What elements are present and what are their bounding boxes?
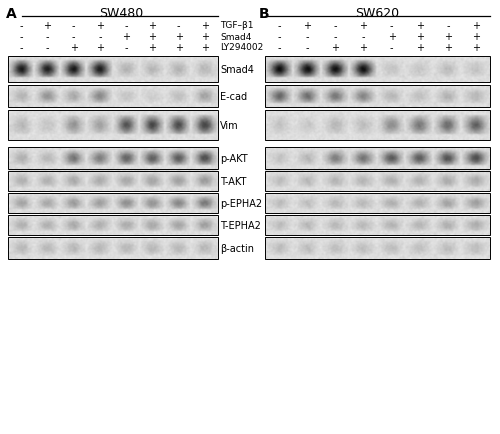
Bar xyxy=(265,171,490,191)
Text: E-cad: E-cad xyxy=(220,92,247,102)
Text: -: - xyxy=(334,21,337,31)
Text: SW620: SW620 xyxy=(356,7,400,20)
Text: p-EPHA2: p-EPHA2 xyxy=(220,198,262,208)
Text: +: + xyxy=(332,43,340,53)
Text: β-actin: β-actin xyxy=(220,243,254,253)
Bar xyxy=(8,86,218,108)
Text: +: + xyxy=(174,32,182,42)
Text: -: - xyxy=(177,21,180,31)
Text: +: + xyxy=(96,21,104,31)
Bar xyxy=(8,216,218,236)
Text: -: - xyxy=(446,21,450,31)
Text: +: + xyxy=(148,32,156,42)
Text: +: + xyxy=(360,21,368,31)
Text: -: - xyxy=(390,21,394,31)
Bar xyxy=(8,171,218,191)
Bar xyxy=(265,194,490,214)
Text: -: - xyxy=(306,32,309,42)
Text: -: - xyxy=(124,43,128,53)
Bar xyxy=(8,194,218,214)
Text: -: - xyxy=(334,32,337,42)
Text: -: - xyxy=(20,32,23,42)
Bar xyxy=(8,111,218,141)
Text: +: + xyxy=(174,43,182,53)
Text: +: + xyxy=(122,32,130,42)
Text: +: + xyxy=(201,21,209,31)
Text: +: + xyxy=(472,43,480,53)
Text: -: - xyxy=(278,43,281,53)
Text: +: + xyxy=(303,21,311,31)
Bar xyxy=(265,237,490,260)
Bar xyxy=(8,237,218,260)
Text: -: - xyxy=(72,21,76,31)
Text: +: + xyxy=(472,32,480,42)
Text: +: + xyxy=(148,43,156,53)
Text: A: A xyxy=(6,7,17,21)
Bar xyxy=(265,148,490,170)
Text: +: + xyxy=(201,32,209,42)
Text: -: - xyxy=(20,21,23,31)
Text: +: + xyxy=(444,43,452,53)
Text: T-AKT: T-AKT xyxy=(220,177,246,187)
Bar xyxy=(8,148,218,170)
Text: Vim: Vim xyxy=(220,121,238,131)
Text: +: + xyxy=(360,43,368,53)
Text: -: - xyxy=(390,43,394,53)
Text: +: + xyxy=(444,32,452,42)
Text: -: - xyxy=(124,21,128,31)
Text: -: - xyxy=(278,32,281,42)
Text: LY294002: LY294002 xyxy=(220,43,263,53)
Text: B: B xyxy=(259,7,270,21)
Text: -: - xyxy=(46,32,49,42)
Bar xyxy=(265,216,490,236)
Bar xyxy=(265,111,490,141)
Text: -: - xyxy=(306,43,309,53)
Text: +: + xyxy=(416,32,424,42)
Text: -: - xyxy=(98,32,102,42)
Text: -: - xyxy=(278,21,281,31)
Text: +: + xyxy=(416,43,424,53)
Text: -: - xyxy=(46,43,49,53)
Text: -: - xyxy=(20,43,23,53)
Bar xyxy=(265,86,490,108)
Text: +: + xyxy=(472,21,480,31)
Text: T-EPHA2: T-EPHA2 xyxy=(220,220,261,230)
Text: +: + xyxy=(388,32,396,42)
Text: -: - xyxy=(362,32,365,42)
Text: p-AKT: p-AKT xyxy=(220,154,248,164)
Text: SW480: SW480 xyxy=(99,7,143,20)
Text: Smad4: Smad4 xyxy=(220,65,254,75)
Text: +: + xyxy=(416,21,424,31)
Text: +: + xyxy=(44,21,52,31)
Text: -: - xyxy=(72,32,76,42)
Bar xyxy=(8,57,218,83)
Bar xyxy=(265,57,490,83)
Text: +: + xyxy=(70,43,78,53)
Text: +: + xyxy=(148,21,156,31)
Text: +: + xyxy=(201,43,209,53)
Text: Smad4: Smad4 xyxy=(220,33,252,41)
Text: +: + xyxy=(96,43,104,53)
Text: TGF–β1: TGF–β1 xyxy=(220,21,254,30)
